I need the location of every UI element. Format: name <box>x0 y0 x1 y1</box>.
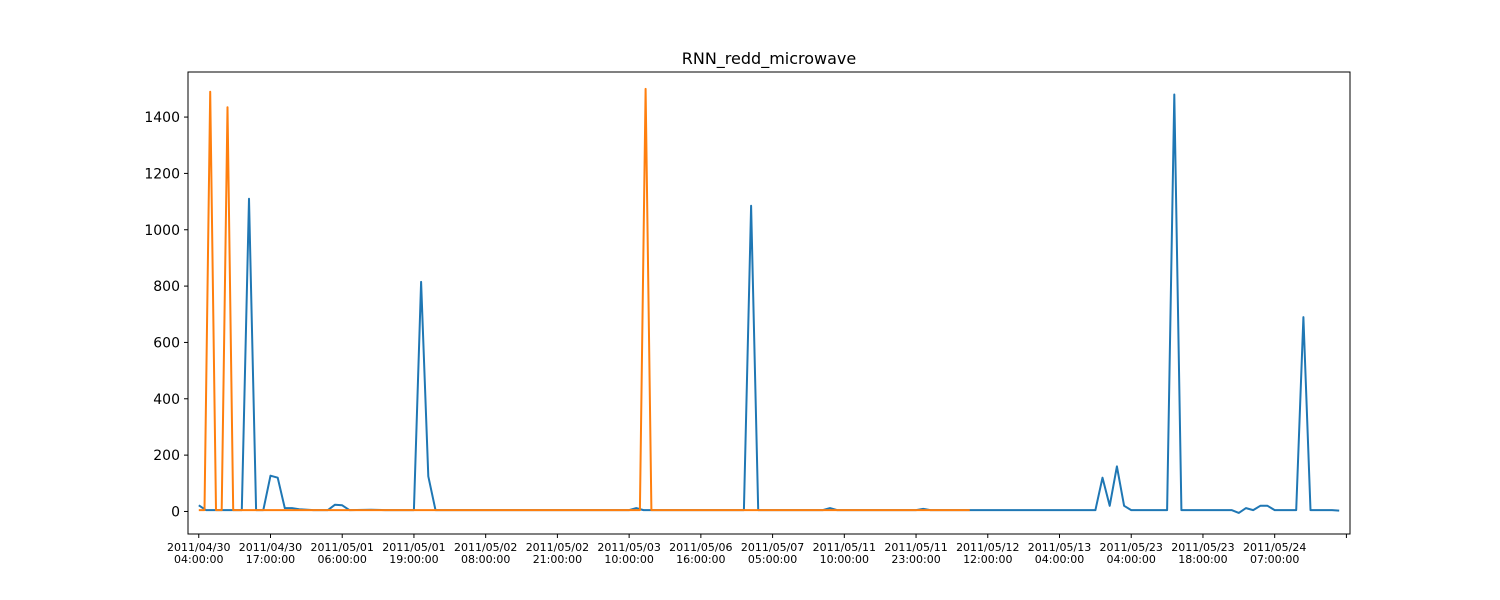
x-tick-label-date: 2011/05/03 <box>597 541 660 554</box>
series-line-2 <box>198 87 970 512</box>
x-tick-label-time: 10:00:00 <box>820 553 869 566</box>
y-tick-label: 400 <box>153 392 180 408</box>
x-tick-label-time: 08:00:00 <box>461 553 510 566</box>
series-line-1 <box>198 93 1340 514</box>
x-tick-label-date: 2011/05/02 <box>454 541 517 554</box>
x-tick-label-time: 21:00:00 <box>533 553 582 566</box>
y-tick-label: 0 <box>171 504 180 520</box>
y-tick-label: 800 <box>153 279 180 295</box>
y-tick-label: 200 <box>153 448 180 464</box>
x-tick-label-time: 06:00:00 <box>318 553 367 566</box>
x-tick-label-time: 04:00:00 <box>1107 553 1156 566</box>
x-tick-label-time: 10:00:00 <box>604 553 653 566</box>
x-tick-label-date: 2011/05/06 <box>669 541 732 554</box>
x-tick-label-date: 2011/05/07 <box>741 541 804 554</box>
x-tick-label-time: 16:00:00 <box>676 553 725 566</box>
x-tick-label-date: 2011/05/01 <box>382 541 445 554</box>
y-tick-label: 1200 <box>144 166 180 182</box>
x-tick-label-date: 2011/05/24 <box>1243 541 1306 554</box>
plot-lines <box>198 87 1340 514</box>
x-tick-label-time: 18:00:00 <box>1178 553 1227 566</box>
x-tick-label-date: 2011/05/02 <box>526 541 589 554</box>
x-tick-label-time: 04:00:00 <box>1035 553 1084 566</box>
x-tick-label-date: 2011/05/11 <box>884 541 947 554</box>
x-tick-label-date: 2011/05/12 <box>956 541 1019 554</box>
y-tick-label: 1400 <box>144 110 180 126</box>
plot-frame <box>187 71 1351 535</box>
x-tick-label-time: 19:00:00 <box>389 553 438 566</box>
x-tick-label-date: 2011/04/30 <box>167 541 230 554</box>
x-tick-label-date: 2011/04/30 <box>239 541 302 554</box>
x-tick-label-date: 2011/05/13 <box>1028 541 1091 554</box>
chart-title: RNN_redd_microwave <box>682 49 856 69</box>
x-tick-label-time: 17:00:00 <box>246 553 295 566</box>
y-tick-label: 1000 <box>144 223 180 239</box>
x-tick-label-time: 05:00:00 <box>748 553 797 566</box>
x-tick-label-time: 23:00:00 <box>891 553 940 566</box>
x-tick-label-time: 12:00:00 <box>963 553 1012 566</box>
x-tick-label-time: 04:00:00 <box>174 553 223 566</box>
x-tick-label-date: 2011/05/23 <box>1100 541 1163 554</box>
y-tick-label: 600 <box>153 335 180 351</box>
x-tick-label-time: 07:00:00 <box>1250 553 1299 566</box>
y-axis: 0 200 400 600 800 1000 1200 1400 <box>144 110 188 520</box>
x-axis: 2011/04/3004:00:002011/04/3017:00:002011… <box>167 534 1347 566</box>
x-tick-label-date: 2011/05/01 <box>311 541 374 554</box>
x-tick-label-date: 2011/05/23 <box>1171 541 1234 554</box>
x-tick-label-date: 2011/05/11 <box>813 541 876 554</box>
